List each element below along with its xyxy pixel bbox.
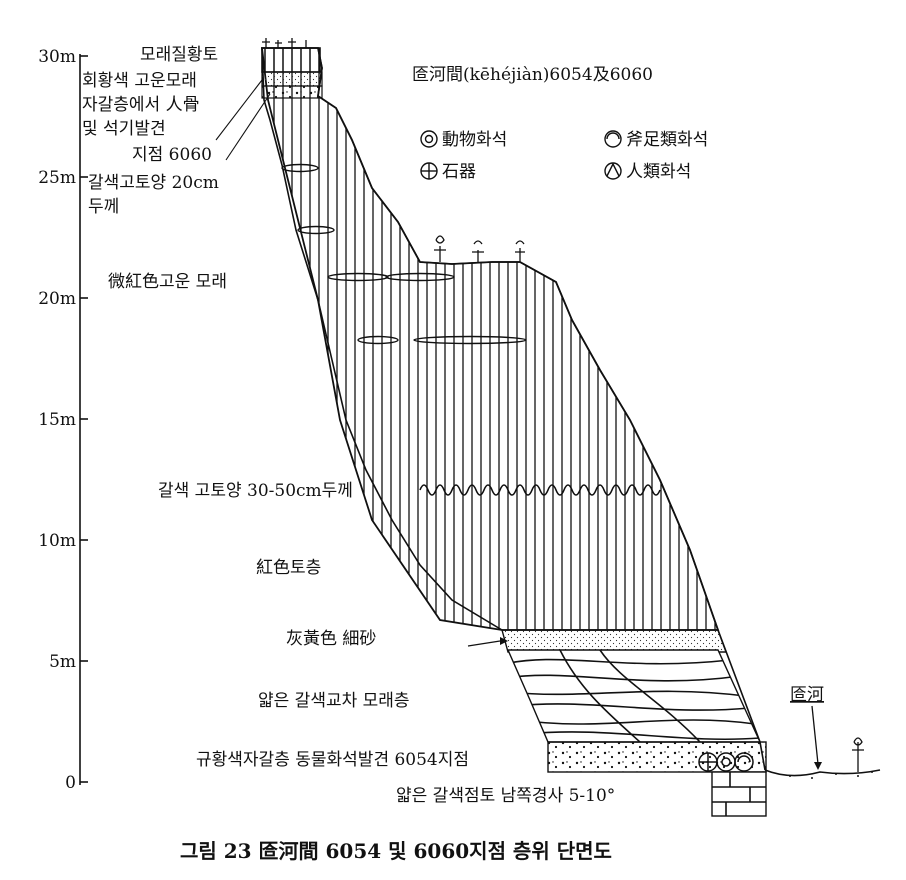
axis-tick-label: 25m [38,168,76,188]
label-river: 匼河 [790,685,824,705]
legend-bivalve: 斧足類화석 [626,130,708,150]
axis-tick-label: 10m [38,531,76,551]
legend: 動物화석 斧足類화석 石器 人類화석 [420,130,708,182]
legend-human: 人類화석 [626,162,691,182]
label-reddish-sand: 微紅色고운 모래 [108,272,227,292]
sandy-loess-cap [261,47,321,73]
gravel-band-6060 [261,85,323,99]
slope-bushes [434,235,525,262]
label-site-6060: 지점 6060 [132,145,212,165]
gravel-layer-6054 [547,741,767,773]
label-clay: 얇은 갈색점토 남쪽경사 5-10° [396,786,615,806]
river-bank-plant [852,737,864,772]
label-grey-sand: 회황색 고운모래 [82,71,197,91]
label-gravel-find-1: 자갈층에서 人骨 [82,95,200,115]
paleosol-lenses-upper [281,163,527,345]
axis-tick-label: 30m [38,47,76,67]
stone-tool-icon [420,162,438,180]
label-gravel-6054: 규황색자갈층 동물화석발견 6054지점 [196,750,469,770]
label-fine-sand: 灰黃色 細砂 [286,629,376,649]
axis-tick-label: 0 [65,773,76,793]
label-paleosol-top-1: 갈색고토양 20cm [88,173,219,193]
label-gravel-find-2: 및 석기발견 [82,119,166,139]
label-paleosol-top-2: 두께 [88,197,119,217]
axis-tick-label: 5m [49,652,76,672]
fossil-symbols-6054 [698,752,754,772]
animal-fossil-icon [420,130,438,148]
legend-stone: 石器 [442,162,476,182]
label-paleosol-mid: 갈색 고토양 30-50cm두께 [158,481,353,501]
human-fossil-icon [604,162,622,180]
legend-animal: 動物화석 [442,130,507,150]
cliff-section [215,38,881,817]
elevation-axis: 30m 25m 20m 15m 10m 5m 0 [38,47,88,793]
river-bed [764,769,881,777]
label-cross-bed: 얇은 갈색교차 모래층 [258,691,410,711]
axis-tick-label: 15m [38,410,76,430]
label-red-soil: 紅色토층 [256,558,321,578]
label-top-soil: 모래질황토 [140,45,218,65]
brown-clay-block [711,771,767,817]
figure-caption: 그림 23 匼河間 6054 및 6060지점 층위 단면도 [180,839,612,863]
axis-tick-label: 20m [38,289,76,309]
bivalve-fossil-icon [604,130,622,148]
top-plant-marks [262,38,307,48]
grey-sand-band [261,71,323,87]
fine-sand-band [501,629,727,653]
section-header: 匼河間(kēhéjiàn)6054及6060 [412,65,653,85]
layer-labels: 모래질황토 회황색 고운모래 자갈층에서 人骨 및 석기발견 지점 6060 갈… [82,45,824,806]
paleosol-band-mid [419,484,661,496]
cross-bedded-sand [508,650,760,742]
